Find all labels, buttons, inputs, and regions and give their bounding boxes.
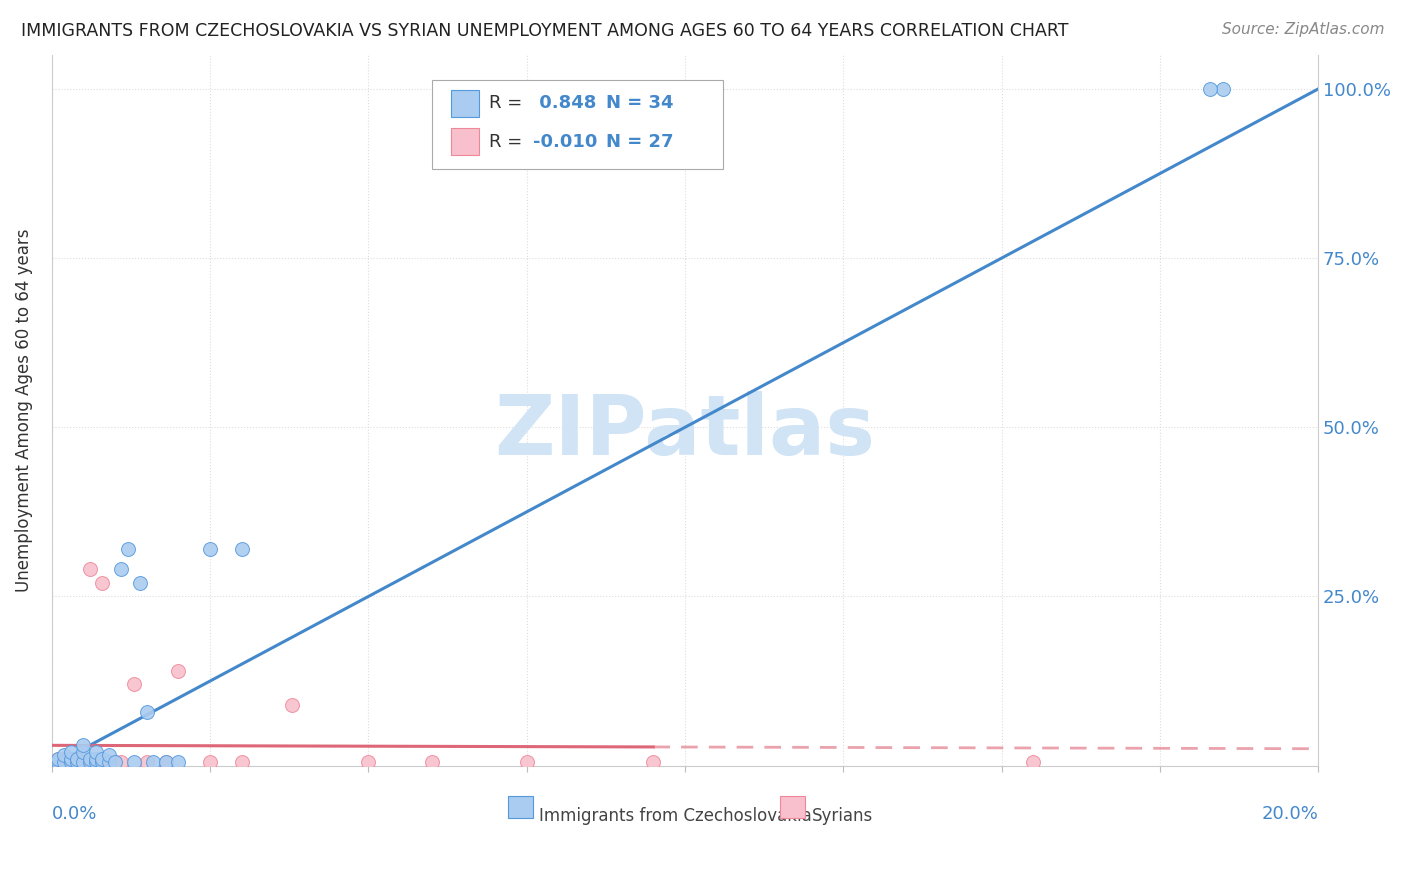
Point xyxy=(53,756,76,770)
Point xyxy=(155,756,177,770)
Point xyxy=(84,745,107,759)
Point xyxy=(91,576,114,591)
Y-axis label: Unemployment Among Ages 60 to 64 years: Unemployment Among Ages 60 to 64 years xyxy=(15,228,32,592)
Point xyxy=(117,542,139,557)
Point xyxy=(155,756,177,770)
Point xyxy=(46,752,69,766)
Point xyxy=(72,745,94,759)
Point xyxy=(110,756,132,770)
Point xyxy=(198,542,221,557)
Point xyxy=(122,756,145,770)
Point xyxy=(66,752,89,766)
Text: 0.0%: 0.0% xyxy=(52,805,97,822)
Text: R =: R = xyxy=(489,95,527,112)
Point xyxy=(46,752,69,766)
Point xyxy=(72,756,94,770)
Text: N = 27: N = 27 xyxy=(606,133,673,151)
Point xyxy=(135,756,157,770)
Point xyxy=(231,542,253,557)
Bar xyxy=(451,128,478,155)
Point xyxy=(135,705,157,719)
Point xyxy=(91,756,114,770)
Bar xyxy=(780,797,806,817)
Point xyxy=(122,677,145,691)
Point xyxy=(84,756,107,770)
Point xyxy=(281,698,304,712)
Point xyxy=(129,576,152,591)
Text: -0.010: -0.010 xyxy=(533,133,598,151)
Point xyxy=(79,752,101,766)
Point xyxy=(104,756,127,770)
Point xyxy=(167,664,190,678)
Point xyxy=(79,756,101,770)
Point xyxy=(84,752,107,766)
Text: N = 34: N = 34 xyxy=(606,95,673,112)
Text: IMMIGRANTS FROM CZECHOSLOVAKIA VS SYRIAN UNEMPLOYMENT AMONG AGES 60 TO 64 YEARS : IMMIGRANTS FROM CZECHOSLOVAKIA VS SYRIAN… xyxy=(21,22,1069,40)
Text: 0.848: 0.848 xyxy=(533,95,596,112)
Point xyxy=(167,756,190,770)
Point xyxy=(72,756,94,770)
Point xyxy=(53,752,76,766)
Point xyxy=(72,739,94,753)
Text: Source: ZipAtlas.com: Source: ZipAtlas.com xyxy=(1222,22,1385,37)
Point xyxy=(66,756,89,770)
Point xyxy=(110,562,132,576)
Point xyxy=(104,756,127,770)
Point xyxy=(198,756,221,770)
Point xyxy=(91,752,114,766)
Point xyxy=(516,756,538,770)
Text: 20.0%: 20.0% xyxy=(1261,805,1319,822)
Text: Syrians: Syrians xyxy=(811,807,873,825)
Point xyxy=(1199,82,1222,96)
FancyBboxPatch shape xyxy=(432,80,723,169)
Point xyxy=(53,748,76,763)
Point xyxy=(59,756,82,770)
Point xyxy=(59,752,82,766)
Point xyxy=(643,756,665,770)
Point xyxy=(59,752,82,766)
Point xyxy=(97,756,120,770)
Text: ZIPatlas: ZIPatlas xyxy=(495,392,876,472)
Point xyxy=(1022,756,1045,770)
Bar xyxy=(451,90,478,117)
Point xyxy=(79,562,101,576)
Point xyxy=(420,756,443,770)
Text: Immigrants from Czechoslovakia: Immigrants from Czechoslovakia xyxy=(540,807,813,825)
Point xyxy=(97,748,120,763)
Point xyxy=(142,756,165,770)
Point xyxy=(231,756,253,770)
Text: R =: R = xyxy=(489,133,527,151)
Point xyxy=(53,756,76,770)
Point xyxy=(357,756,380,770)
Point xyxy=(46,756,69,770)
Point xyxy=(84,756,107,770)
Bar xyxy=(508,797,533,817)
Point xyxy=(59,756,82,770)
Point xyxy=(72,752,94,766)
Point xyxy=(1212,82,1234,96)
Point xyxy=(59,745,82,759)
Point xyxy=(66,756,89,770)
Point xyxy=(97,756,120,770)
Point xyxy=(46,756,69,770)
